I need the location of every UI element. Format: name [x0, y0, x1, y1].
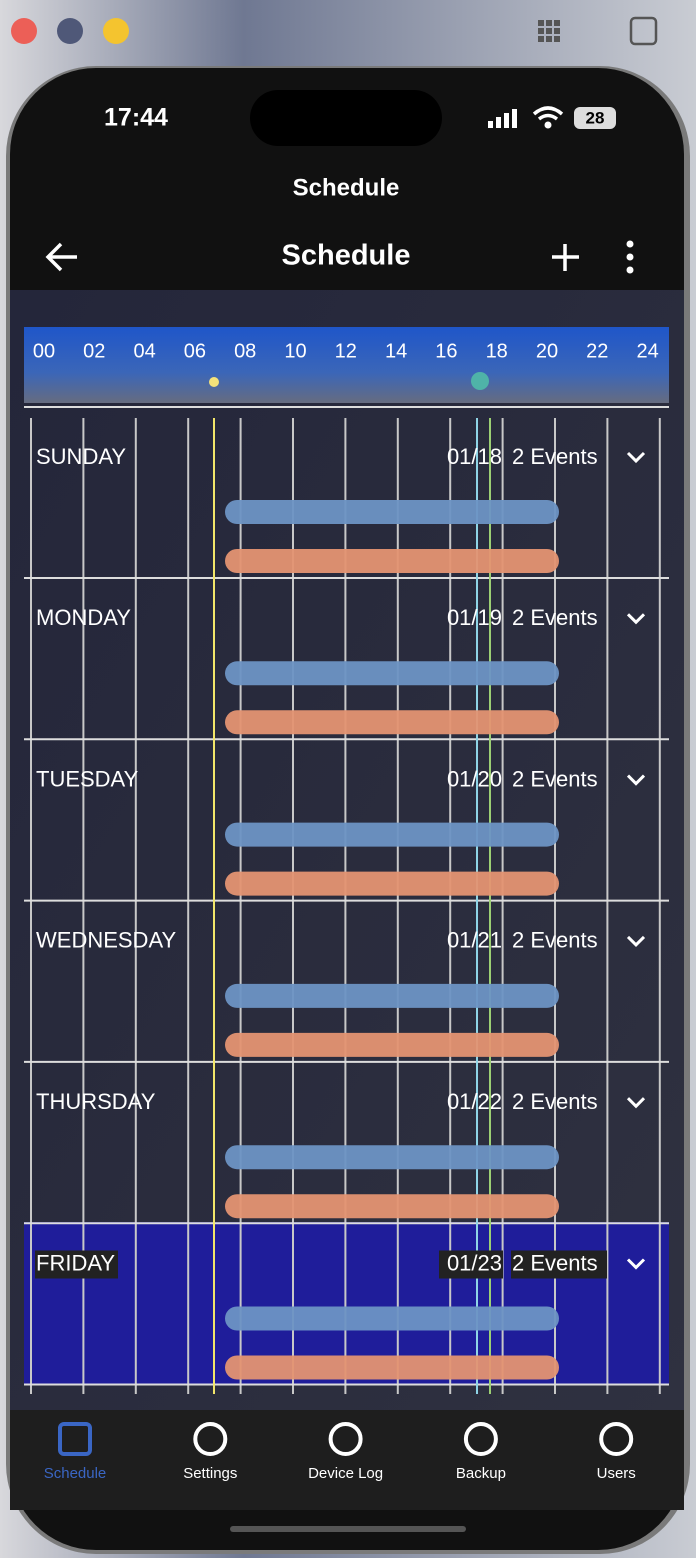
expand-button[interactable]	[626, 613, 646, 625]
close-button[interactable]	[11, 18, 37, 44]
event-count: 2 Events	[512, 928, 598, 953]
day-name: WEDNESDAY	[36, 928, 176, 953]
expand-button[interactable]	[626, 935, 646, 948]
label-bg	[35, 1250, 118, 1279]
event-count: 2 Events	[512, 444, 598, 469]
event-bar	[225, 1355, 559, 1380]
label-bg	[439, 1250, 503, 1279]
nav-icon	[599, 1422, 634, 1456]
expand-button[interactable]	[626, 451, 646, 464]
nav-icon	[58, 1422, 92, 1456]
hour-label: 14	[385, 340, 407, 362]
event-bar	[225, 822, 559, 847]
nav-icon	[463, 1422, 498, 1456]
hour-label: 02	[83, 340, 105, 362]
day-name: SUNDAY	[36, 444, 126, 469]
moon-icon	[471, 372, 489, 390]
nav-item[interactable]: Backup	[456, 1422, 506, 1482]
minimize-button[interactable]	[57, 18, 83, 44]
expand-button[interactable]	[626, 774, 646, 786]
hour-label: 10	[284, 340, 306, 362]
event-count: 2 Events	[512, 1089, 598, 1114]
hour-label: 12	[335, 340, 357, 362]
grid-icon[interactable]	[538, 20, 560, 42]
rotate-icon[interactable]	[629, 16, 658, 46]
add-button[interactable]	[552, 244, 579, 271]
timeline-header	[24, 327, 669, 403]
event-bar	[225, 549, 559, 573]
nav-item[interactable]: Device Log	[308, 1422, 383, 1482]
nav-item[interactable]: Settings	[183, 1422, 237, 1482]
nav-icon	[193, 1422, 228, 1456]
event-count: 2 Events	[512, 766, 598, 791]
hour-label: 06	[184, 340, 206, 362]
hour-label: 24	[636, 340, 658, 362]
back-button[interactable]	[45, 242, 77, 272]
nav-label: Users	[597, 1465, 636, 1482]
hour-label: 08	[234, 340, 256, 362]
hour-label: 22	[586, 340, 608, 362]
hour-label: 20	[536, 340, 558, 362]
expand-button[interactable]	[626, 1097, 646, 1109]
event-bar	[225, 871, 559, 896]
nav-label: Schedule	[44, 1465, 107, 1482]
day-name: MONDAY	[36, 605, 131, 630]
nav-label: Settings	[183, 1465, 237, 1482]
hour-label: 16	[435, 340, 457, 362]
hour-label: 04	[133, 340, 155, 362]
day-date: 01/21	[447, 928, 502, 953]
dynamic-island	[250, 90, 442, 146]
event-bar	[225, 661, 559, 686]
day-name: FRIDAY	[36, 1250, 115, 1275]
event-bar	[225, 983, 559, 1008]
event-bar	[225, 500, 559, 524]
event-bar	[225, 1306, 559, 1331]
label-bg	[511, 1250, 607, 1279]
grid	[24, 406, 669, 1394]
day-date: 01/19	[447, 605, 502, 630]
day-name: TUESDAY	[36, 766, 139, 791]
nav-item[interactable]: Schedule	[44, 1422, 107, 1482]
bottom-nav	[10, 1410, 684, 1510]
event-count: 2 Events	[512, 605, 598, 630]
hour-label: 00	[33, 340, 55, 362]
status-time: 17:44	[104, 104, 168, 132]
event-count: 2 Events	[512, 1250, 598, 1275]
page-title: Schedule	[293, 174, 400, 201]
day-name: THURSDAY	[36, 1089, 156, 1114]
event-bar	[225, 710, 559, 735]
sun-icon	[209, 377, 219, 387]
home-indicator	[230, 1526, 466, 1532]
day-date: 01/20	[447, 766, 502, 791]
day-date: 01/22	[447, 1089, 502, 1114]
wifi-icon	[532, 106, 564, 121]
zoom-button[interactable]	[103, 18, 129, 44]
app-title: Schedule	[282, 240, 411, 272]
wifi-dot	[544, 121, 552, 129]
battery	[574, 107, 616, 129]
event-bar	[225, 1194, 559, 1219]
signal-icon	[488, 109, 517, 128]
event-bar	[225, 1032, 559, 1057]
battery-level: 28	[586, 108, 605, 127]
day-date: 01/23	[447, 1250, 502, 1275]
menu-button[interactable]	[626, 240, 634, 274]
nav-icon	[328, 1422, 363, 1456]
nav-label: Backup	[456, 1465, 506, 1482]
expand-button[interactable]	[626, 1258, 646, 1270]
nav-label: Device Log	[308, 1465, 383, 1482]
event-bar	[225, 1145, 559, 1170]
nav-item[interactable]: Users	[597, 1422, 636, 1482]
hour-label: 18	[486, 340, 508, 362]
day-date: 01/18	[447, 444, 502, 469]
